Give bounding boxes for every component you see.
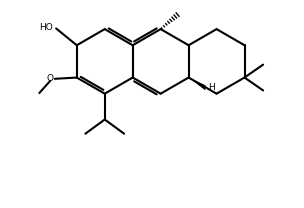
Text: HO: HO (39, 23, 53, 32)
Text: H: H (209, 83, 215, 92)
Text: O: O (47, 74, 54, 83)
Polygon shape (188, 78, 206, 90)
